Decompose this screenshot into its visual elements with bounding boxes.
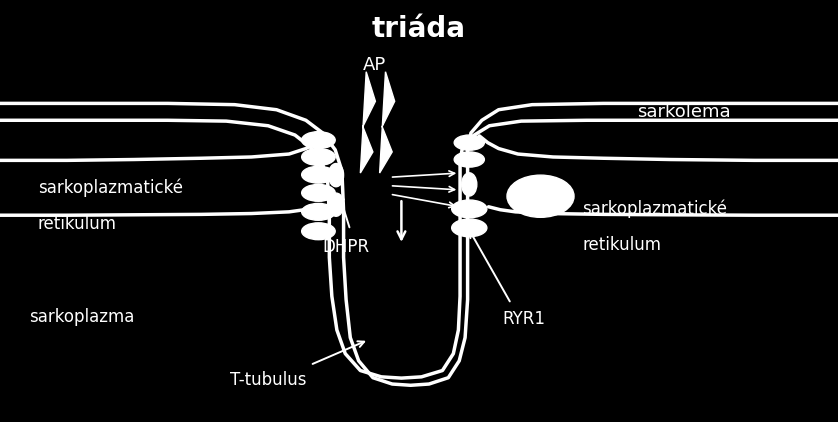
Circle shape: [302, 223, 335, 240]
Ellipse shape: [328, 164, 344, 187]
Text: AP: AP: [363, 57, 386, 74]
Text: retikulum: retikulum: [38, 215, 116, 233]
Circle shape: [452, 219, 487, 237]
Ellipse shape: [462, 173, 477, 196]
Text: RYR1: RYR1: [503, 310, 546, 327]
Circle shape: [302, 184, 335, 201]
Circle shape: [302, 132, 335, 149]
Polygon shape: [360, 72, 375, 173]
Polygon shape: [380, 72, 395, 173]
Text: retikulum: retikulum: [582, 236, 661, 254]
Ellipse shape: [328, 193, 344, 216]
Text: DHPR: DHPR: [323, 238, 370, 256]
Circle shape: [454, 152, 484, 167]
Circle shape: [454, 135, 484, 150]
Circle shape: [452, 200, 487, 218]
Ellipse shape: [507, 175, 574, 217]
Circle shape: [302, 149, 335, 165]
Text: sarkoplazmatické: sarkoplazmatické: [38, 179, 183, 197]
Text: T-tubulus: T-tubulus: [230, 371, 307, 389]
Circle shape: [302, 166, 335, 183]
Circle shape: [302, 203, 335, 220]
Text: triáda: triáda: [372, 15, 466, 43]
Text: sarkoplazmatické: sarkoplazmatické: [582, 200, 727, 218]
Text: sarkolema: sarkolema: [637, 103, 731, 121]
Text: sarkoplazma: sarkoplazma: [29, 308, 135, 325]
